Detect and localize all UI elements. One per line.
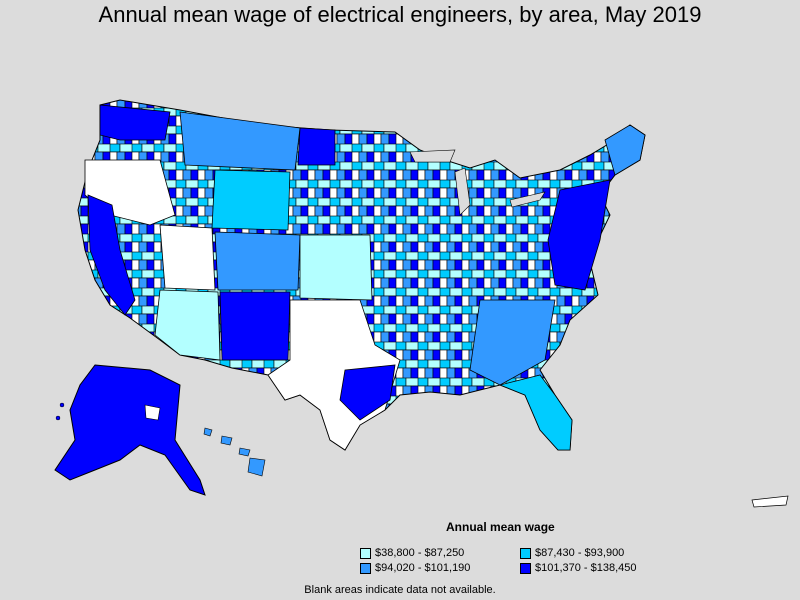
lake-superior xyxy=(409,149,456,163)
alaska-nodata-pocket xyxy=(144,404,161,421)
footnote: Blank areas indicate data not available. xyxy=(304,584,496,596)
lake-michigan xyxy=(454,167,471,216)
montana-region xyxy=(179,111,301,171)
map-title: Annual mean wage of electrical engineers… xyxy=(98,2,702,27)
arizona-region xyxy=(154,289,221,361)
california-coast-region xyxy=(87,194,136,316)
texas-gulf-region xyxy=(339,364,396,421)
utah-region xyxy=(159,224,216,291)
northeast-corridor-region xyxy=(547,179,611,291)
legend-item-mid-high: $94,020 - $101,190 xyxy=(360,562,470,574)
puerto-rico-region xyxy=(751,495,789,508)
legend-title: Annual mean wage xyxy=(446,520,555,534)
pacific-northwest-region xyxy=(99,104,171,141)
hawaii-island xyxy=(247,457,266,477)
alaska-aleutian-island xyxy=(55,415,61,421)
kansas-nebraska-region xyxy=(299,234,373,301)
southeast-region xyxy=(469,299,556,386)
legend-swatch-high xyxy=(520,562,531,574)
maine-region xyxy=(604,124,646,176)
wyoming-region xyxy=(211,169,291,231)
legend-swatch-mid-low xyxy=(520,547,531,559)
north-dakota-region xyxy=(297,127,336,166)
new-mexico-region xyxy=(219,291,291,361)
alaska-aleutian-island xyxy=(59,402,65,408)
hawaii-island xyxy=(238,447,251,457)
alaska-region xyxy=(54,364,206,496)
legend-swatch-low xyxy=(360,547,371,559)
legend-item-high: $101,370 - $138,450 xyxy=(520,562,637,574)
legend-label-mid-high: $94,020 - $101,190 xyxy=(375,562,471,574)
hawaii-island xyxy=(203,427,213,437)
legend-swatch-mid-high xyxy=(360,562,371,574)
hawaii-island xyxy=(220,435,233,446)
legend-label-low: $38,800 - $87,250 xyxy=(375,547,465,559)
legend-label-high: $101,370 - $138,450 xyxy=(535,562,637,574)
legend-item-low: $38,800 - $87,250 xyxy=(360,547,464,559)
colorado-region xyxy=(214,231,301,291)
legend-label-mid-low: $87,430 - $93,900 xyxy=(535,547,625,559)
lake-erie xyxy=(509,191,546,208)
florida-region xyxy=(498,374,573,451)
legend-item-mid-low: $87,430 - $93,900 xyxy=(520,547,624,559)
